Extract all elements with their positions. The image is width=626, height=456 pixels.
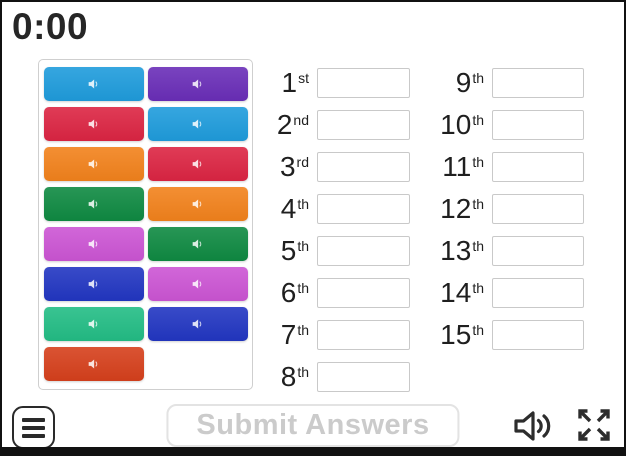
answer-input[interactable] [317,152,410,182]
sound-tile[interactable] [44,267,144,301]
speaker-icon [190,116,206,132]
speaker-icon [190,196,206,212]
answer-input[interactable] [492,68,584,98]
answer-row: 14th [427,278,584,308]
ordinal-label: 10th [440,109,484,140]
answer-input[interactable] [492,278,584,308]
fullscreen-expand-icon [573,405,615,445]
answer-input[interactable] [492,194,584,224]
sound-tile[interactable] [148,107,248,141]
sound-tile[interactable] [44,347,144,381]
sound-tile[interactable] [148,267,248,301]
speaker-icon [190,316,206,332]
answer-input[interactable] [317,362,410,392]
sound-tile[interactable] [148,67,248,101]
answer-row: 5th [257,236,410,266]
sound-tile[interactable] [44,107,144,141]
sound-tile[interactable] [44,67,144,101]
speaker-icon [190,236,206,252]
speaker-icon [86,276,102,292]
answer-row: 13th [427,236,584,266]
speaker-icon [190,76,206,92]
speaker-icon [86,236,102,252]
answer-row: 2nd [257,110,410,140]
ordinal-label: 2nd [276,109,309,140]
answer-row: 8th [257,362,410,392]
ordinal-label: 4th [280,193,309,224]
answers-left-column: 1st 2nd 3rd 4th 5th 6th 7th 8th [257,68,410,404]
audio-toggle-button[interactable] [508,405,558,447]
answer-row: 6th [257,278,410,308]
sound-tile[interactable] [148,227,248,261]
answer-input[interactable] [492,236,584,266]
speaker-icon [511,408,555,444]
ordinal-label: 14th [440,277,484,308]
ordinal-label: 12th [440,193,484,224]
ordinal-label: 8th [280,361,309,392]
answer-row: 15th [427,320,584,350]
answer-input[interactable] [492,320,584,350]
sound-tile[interactable] [148,307,248,341]
speaker-icon [86,316,102,332]
speaker-icon [86,156,102,172]
speaker-icon [86,196,102,212]
answer-row: 3rd [257,152,410,182]
ordinal-label: 6th [280,277,309,308]
answer-row: 4th [257,194,410,224]
ordinal-label: 15th [440,319,484,350]
sound-tile[interactable] [44,307,144,341]
speaker-icon [190,156,206,172]
answer-input[interactable] [492,110,584,140]
bottom-border-bar [2,447,624,454]
ordinal-label: 9th [455,67,484,98]
speaker-icon [190,276,206,292]
ordinal-label: 13th [440,235,484,266]
answer-input[interactable] [317,194,410,224]
sound-tile-grid [38,59,253,390]
sound-tile[interactable] [44,147,144,181]
answer-input[interactable] [492,152,584,182]
ordinal-label: 11th [442,151,484,182]
answer-row: 11th [427,152,584,182]
answer-row: 7th [257,320,410,350]
speaker-icon [86,356,102,372]
timer: 0:00 [12,6,89,47]
speaker-icon [86,76,102,92]
answer-input[interactable] [317,320,410,350]
sound-tile[interactable] [44,187,144,221]
fullscreen-button[interactable] [569,403,619,447]
ordinal-label: 7th [280,319,309,350]
ordinal-label: 1st [281,67,309,98]
answer-row: 1st [257,68,410,98]
ordinal-label: 5th [280,235,309,266]
answer-row: 10th [427,110,584,140]
sound-tile[interactable] [148,187,248,221]
answer-row: 9th [427,68,584,98]
ordinal-label: 3rd [279,151,309,182]
menu-button[interactable] [12,406,55,449]
answer-input[interactable] [317,278,410,308]
answer-input[interactable] [317,236,410,266]
answers-right-column: 9th 10th 11th 12th 13th 14th 15th [427,68,584,362]
answer-row: 12th [427,194,584,224]
sound-tile[interactable] [148,147,248,181]
answer-input[interactable] [317,68,410,98]
hamburger-menu-icon [22,417,45,438]
speaker-icon [86,116,102,132]
submit-answers-button[interactable]: Submit Answers [166,404,460,447]
sound-tile[interactable] [44,227,144,261]
answer-input[interactable] [317,110,410,140]
